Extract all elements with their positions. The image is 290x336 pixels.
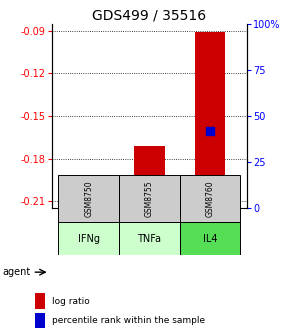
Point [86,202,91,207]
Bar [119,222,180,255]
Bar [35,293,45,308]
Bar [195,32,225,208]
Bar [35,313,45,328]
Text: GSM8750: GSM8750 [84,180,93,217]
Point [208,128,212,133]
Bar [119,175,180,222]
Bar [180,222,240,255]
Text: log ratio: log ratio [52,297,90,306]
Title: GDS499 / 35516: GDS499 / 35516 [92,8,206,23]
Text: GSM8755: GSM8755 [145,180,154,217]
Bar [180,175,240,222]
Text: IFNg: IFNg [78,234,100,244]
Text: IL4: IL4 [203,234,217,244]
Bar [58,175,119,222]
Text: GSM8760: GSM8760 [206,180,215,217]
Point [147,198,152,204]
Text: agent: agent [3,267,31,277]
Text: TNFa: TNFa [137,234,161,244]
Bar [73,197,104,208]
Bar [58,222,119,255]
Text: percentile rank within the sample: percentile rank within the sample [52,317,205,325]
Bar [134,146,164,208]
